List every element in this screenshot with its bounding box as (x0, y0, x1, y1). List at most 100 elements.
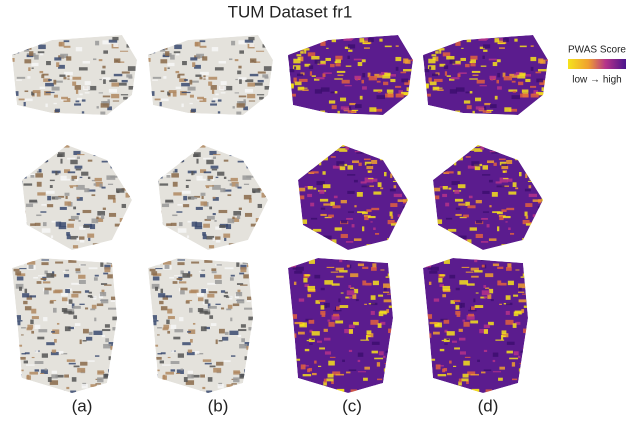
cloud-speck (481, 132, 487, 135)
cloud-speck (100, 262, 103, 267)
cloud-speck (321, 156, 328, 160)
cloud-speck (106, 256, 111, 259)
cloud-speck (240, 151, 244, 152)
cloud-speck (231, 355, 235, 356)
cloud-speck (347, 174, 355, 175)
cloud-speck (542, 199, 548, 203)
cloud-speck (284, 373, 286, 374)
cloud-speck (129, 220, 132, 223)
cloud-speck (493, 130, 497, 132)
cloud-speck (160, 49, 165, 52)
cloud-speck (427, 204, 430, 207)
cloud-speck (166, 223, 171, 226)
cloud-speck (422, 234, 429, 236)
cloud-speck (308, 186, 313, 189)
cloud-speck (134, 288, 140, 292)
cloud-speck (272, 74, 279, 77)
cloud-speck (333, 310, 341, 311)
cloud-speck (428, 204, 431, 206)
cloud-speck (252, 251, 261, 252)
cloud-speck (269, 225, 277, 229)
cloud-speck (288, 111, 294, 115)
cloud-speck (23, 243, 25, 247)
cloud-speck (74, 103, 81, 105)
cloud-speck (212, 100, 216, 102)
cloud-speck (17, 276, 24, 280)
cloud-speck (432, 359, 436, 361)
cloud-speck (312, 75, 316, 77)
cloud-speck (265, 86, 271, 90)
cloud-speck (12, 236, 19, 238)
cloud-speck (162, 364, 171, 365)
cloud-speck (192, 62, 195, 67)
cloud-speck (438, 235, 446, 239)
cloud-speck (506, 311, 510, 315)
cloud-speck (12, 52, 16, 55)
cloud-speck (201, 196, 203, 199)
cloud-speck (117, 265, 120, 268)
cloud-speck (473, 298, 475, 302)
cloud-speck (250, 392, 254, 394)
cloud-speck (537, 282, 543, 285)
cloud-speck (240, 394, 244, 395)
cloud-speck (84, 188, 89, 192)
cloud-speck (446, 131, 455, 135)
cloud-speck (307, 286, 315, 291)
cloud-speck (401, 164, 404, 168)
cloud-speck (300, 153, 304, 157)
cloud-speck (497, 185, 505, 187)
cloud-speck (530, 242, 533, 243)
cloud-speck (530, 308, 538, 311)
cloud-speck (41, 278, 47, 280)
cloud-speck (411, 232, 420, 233)
cloud-speck (123, 254, 128, 257)
cloud-speck (396, 45, 399, 47)
cloud-speck (395, 273, 401, 276)
cloud-speck (159, 36, 167, 39)
cloud-speck (386, 116, 391, 120)
cloud-speck (263, 366, 267, 368)
cloud-speck (340, 126, 343, 129)
cloud-speck (305, 229, 311, 234)
cloud-speck (388, 129, 394, 130)
cloud-speck (97, 377, 103, 382)
cloud-speck (294, 66, 296, 69)
cloud-speck (493, 144, 500, 148)
cloud-speck (110, 176, 117, 178)
cloud-speck (159, 45, 163, 46)
cloud-speck (20, 144, 23, 149)
cloud-speck (419, 373, 421, 374)
cloud-speck (183, 204, 189, 207)
cloud-speck (475, 305, 484, 308)
cloud-speck (386, 351, 394, 353)
cloud-speck (312, 331, 320, 335)
cloud-speck (103, 374, 109, 379)
cloud-speck (388, 329, 396, 333)
cloud-speck (140, 95, 147, 99)
cloud-speck (466, 381, 469, 384)
cloud-speck (199, 130, 204, 132)
cloud-speck (383, 292, 389, 293)
cloud-speck (521, 276, 529, 277)
cloud-speck (131, 217, 137, 221)
cloud-speck (193, 143, 202, 147)
cloud-speck (470, 320, 478, 323)
cloud-speck (70, 160, 77, 165)
cloud-speck (369, 107, 376, 112)
cloud-speck (110, 251, 116, 255)
cloud-speck (483, 44, 490, 48)
cloud-speck (349, 257, 356, 259)
cloud-speck (426, 94, 431, 97)
cloud-speck (88, 238, 90, 241)
cloud-speck (248, 141, 257, 143)
cloud-speck (452, 125, 454, 129)
cloud-speck (18, 242, 25, 243)
cloud-speck (212, 47, 218, 51)
cloud-speck (415, 254, 424, 256)
cloud-speck (35, 173, 43, 177)
cloud-speck (424, 191, 431, 196)
cloud-speck (262, 140, 265, 143)
cloud-speck (58, 152, 65, 157)
cloud-speck (399, 348, 403, 352)
cloud-speck (417, 222, 426, 227)
